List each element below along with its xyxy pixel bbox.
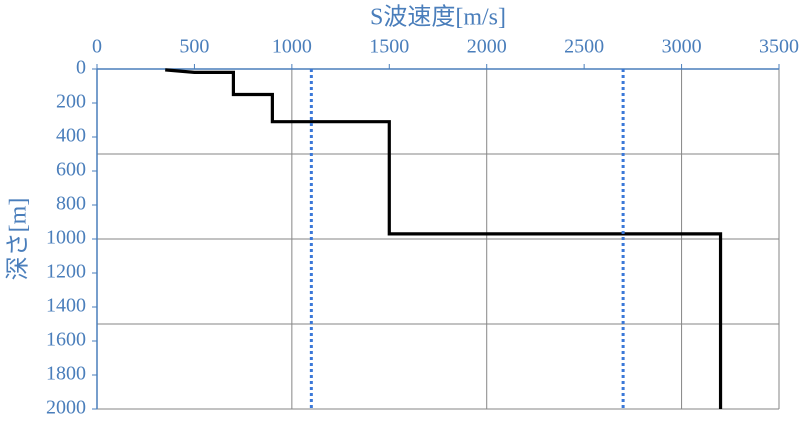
x-tick-label: 2000 bbox=[467, 36, 507, 58]
y-axis-label: 深さ[m] bbox=[5, 198, 32, 281]
x-tick-label: 0 bbox=[92, 36, 102, 58]
y-tick-label: 200 bbox=[56, 91, 86, 113]
x-tick-label: 1000 bbox=[272, 36, 312, 58]
y-tick-label: 1200 bbox=[46, 261, 86, 283]
chart-title: S波速度[m/s] bbox=[370, 4, 506, 31]
y-tick-label: 1400 bbox=[46, 295, 86, 317]
x-tick-label: 500 bbox=[179, 36, 209, 58]
x-tick-label: 3000 bbox=[662, 36, 702, 58]
y-tick-label: 1800 bbox=[46, 363, 86, 385]
x-tick-label: 2500 bbox=[564, 36, 604, 58]
y-tick-label: 2000 bbox=[46, 397, 86, 419]
x-tick-label: 1500 bbox=[369, 36, 409, 58]
y-tick-label: 400 bbox=[56, 125, 86, 147]
line-series bbox=[165, 68, 723, 409]
y-tick-label: 1000 bbox=[46, 227, 86, 249]
y-tick-label: 0 bbox=[76, 57, 86, 79]
y-tick-label: 1600 bbox=[46, 329, 86, 351]
x-tick-label: 3500 bbox=[759, 36, 799, 58]
y-tick-label: 800 bbox=[56, 193, 86, 215]
y-tick-label: 600 bbox=[56, 159, 86, 181]
